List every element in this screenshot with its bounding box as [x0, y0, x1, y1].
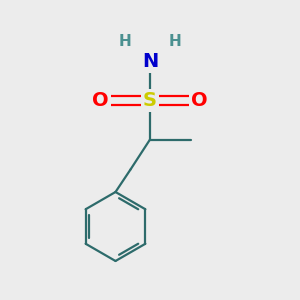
- Text: N: N: [142, 52, 158, 71]
- Text: O: O: [92, 91, 109, 110]
- Text: H: H: [118, 34, 131, 50]
- Text: O: O: [191, 91, 208, 110]
- Text: S: S: [143, 91, 157, 110]
- Text: H: H: [169, 34, 182, 50]
